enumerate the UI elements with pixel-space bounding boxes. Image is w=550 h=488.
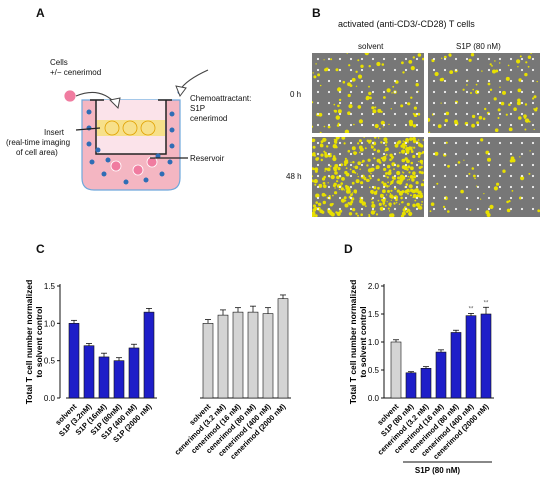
bar (465, 315, 477, 399)
row-label-48h: 48 h (286, 172, 302, 181)
microscopy-title: activated (anti-CD3/-CD28) T cells (338, 19, 475, 29)
y-tick-label: 0.0 (44, 394, 56, 403)
chemo-arrow (179, 69, 209, 91)
s1p-bracket-label: S1P (80 nM) (415, 466, 461, 475)
y-tick-label: 1.0 (368, 338, 380, 347)
bar (202, 323, 214, 399)
insert-sublabel-1: (real-time imaging (6, 138, 71, 147)
bar (68, 323, 80, 399)
cells-label: Cells (50, 58, 68, 67)
significance-mark: ** (484, 300, 489, 306)
chemoattractant-label: Chemoattractant: (190, 94, 252, 103)
reservoir-label: Reservoir (190, 154, 225, 163)
insert-pointer (75, 127, 101, 131)
bar (450, 332, 462, 399)
bar (405, 372, 417, 399)
panel-letter-d: D (344, 242, 353, 256)
panel-letter-b: B (312, 6, 321, 20)
bar (420, 368, 432, 399)
panel-letter-c: C (36, 242, 45, 256)
chemoattractant-item-cenerimod: cenerimod (190, 114, 228, 123)
bar (435, 351, 447, 399)
y-tick-label: 1.5 (368, 310, 380, 319)
y-tick-label: 1.0 (44, 319, 56, 328)
y-tick-label: 0.5 (44, 357, 56, 366)
y-tick-label: 0.5 (368, 366, 380, 375)
chemoattractant-item-s1p: S1P (190, 104, 206, 113)
y-axis-label-c: Total T cell number normalizedto solvent… (24, 280, 44, 405)
row-label-0h: 0 h (290, 90, 302, 99)
bar (98, 356, 110, 399)
bar (143, 311, 155, 399)
y-tick-label: 2.0 (368, 282, 380, 291)
y-tick-label: 0.0 (368, 394, 380, 403)
transwell-diagram (63, 69, 209, 191)
bar (217, 314, 229, 399)
column-label-s1p: S1P (80 nM) (456, 42, 501, 51)
panel-letter-a: A (36, 6, 45, 20)
image-s1p-48h (428, 137, 540, 217)
column-label-solvent: solvent (358, 42, 384, 51)
insert-sublabel-2: of cell area) (16, 148, 58, 157)
bar (128, 347, 140, 399)
y-tick-label: 1.5 (44, 282, 56, 291)
bar (113, 360, 125, 399)
bar (390, 341, 402, 399)
insert-label: Insert (44, 128, 65, 137)
bar (83, 345, 95, 399)
bar (277, 298, 289, 399)
bar (262, 313, 274, 399)
bar (480, 313, 492, 399)
y-axis-label-d: Total T cell number normalizedto solvent… (348, 280, 368, 405)
image-s1p-0h (428, 53, 540, 133)
significance-mark: ** (469, 306, 474, 312)
bar (247, 311, 259, 399)
image-solvent-0h (312, 53, 424, 133)
bar (232, 311, 244, 399)
cells-sublabel: +/− cenerimod (50, 68, 102, 77)
image-solvent-48h (312, 137, 424, 217)
